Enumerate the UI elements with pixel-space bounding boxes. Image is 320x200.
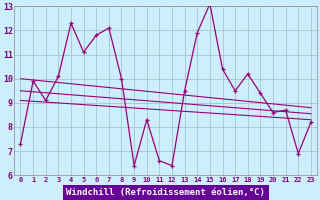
X-axis label: Windchill (Refroidissement éolien,°C): Windchill (Refroidissement éolien,°C) bbox=[66, 188, 265, 197]
